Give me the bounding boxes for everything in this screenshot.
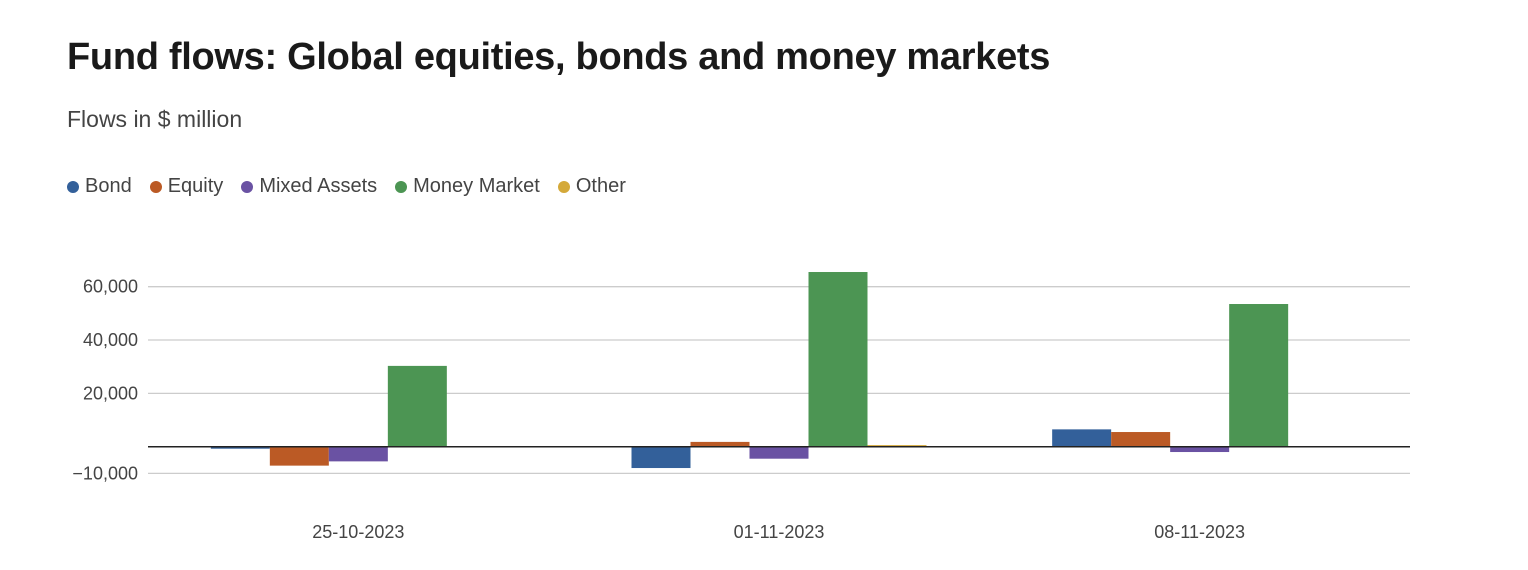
bar-equity: [690, 441, 750, 447]
chart-title: Fund flows: Global equities, bonds and m…: [67, 36, 1051, 78]
bar-bond: [1052, 429, 1112, 447]
legend-item: Equity: [149, 175, 224, 198]
legend: Bond Equity Mixed Assets Money Market Other: [67, 175, 626, 198]
x-tick-label: 25-10-2023: [312, 522, 404, 542]
y-tick-label: 60,000: [83, 277, 138, 297]
bar-mixed-assets: [328, 446, 388, 462]
legend-label: Money Market: [413, 175, 540, 197]
bar-money-market: [808, 272, 868, 447]
legend-swatch: [241, 180, 254, 193]
x-tick-label: 01-11-2023: [734, 522, 825, 542]
legend-item: Bond: [67, 175, 132, 198]
y-tick-label: 20,000: [83, 383, 138, 403]
bar-bond: [210, 446, 270, 449]
legend-swatch: [149, 180, 162, 193]
bar-equity: [1111, 432, 1171, 447]
legend-label: Equity: [167, 175, 224, 197]
legend-label: Mixed Assets: [259, 175, 378, 197]
legend-swatch: [395, 180, 408, 193]
bar-money-market: [1229, 304, 1289, 447]
bar-bond: [631, 446, 691, 469]
chart-subtitle: Flows in $ million: [67, 106, 243, 132]
legend-item: Money Market: [395, 175, 540, 198]
legend-label: Bond: [85, 175, 132, 197]
bar-money-market: [387, 365, 447, 447]
y-tick-label: −10,000: [72, 463, 138, 483]
bar-other: [867, 445, 927, 447]
bar-equity: [269, 446, 329, 466]
legend-item: Other: [557, 175, 626, 198]
x-tick-label: 08-11-2023: [1154, 522, 1245, 542]
legend-swatch: [67, 180, 79, 193]
bar-mixed-assets: [749, 446, 809, 459]
y-tick-label: 40,000: [83, 330, 138, 350]
legend-label: Other: [575, 175, 626, 197]
legend-item: Mixed Assets: [241, 175, 377, 198]
bar-mixed-assets: [1170, 446, 1230, 453]
legend-swatch: [557, 180, 570, 193]
